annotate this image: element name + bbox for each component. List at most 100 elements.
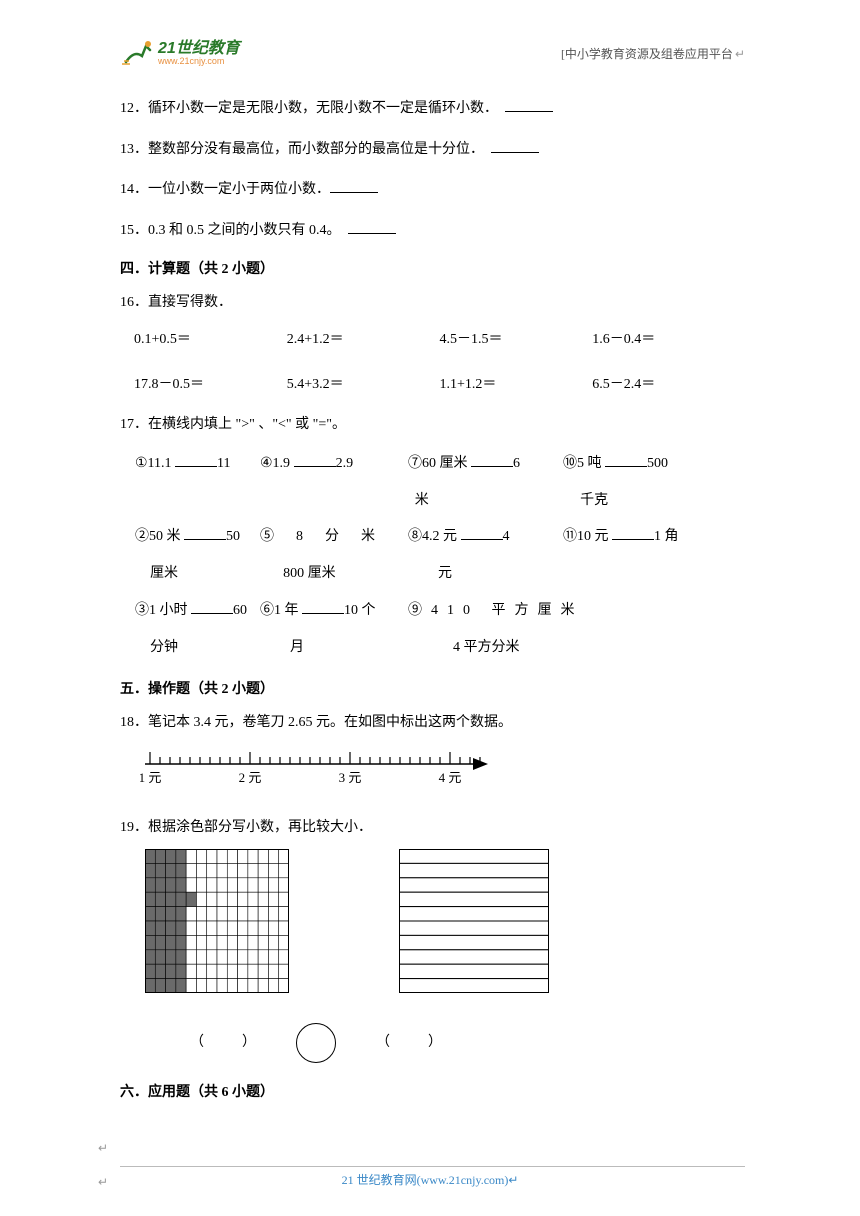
compare-item: ⑤ 8 分 米 <box>260 522 379 553</box>
ten-rows-grid <box>399 849 549 993</box>
q-text: 循环小数一定是无限小数，无限小数不一定是循环小数． <box>148 101 491 116</box>
calc-cell: 1.6－0.4＝ <box>592 327 745 354</box>
compare-item: ④1.9 <box>260 449 290 480</box>
compare-item: ⑦60 厘米 <box>408 449 468 480</box>
question-14: 14．一位小数一定小于两位小数． <box>120 177 745 204</box>
compare-cont: 分钟 <box>150 633 275 664</box>
q-text: 整数部分没有最高位，而小数部分的最高位是十分位． <box>148 142 477 157</box>
question-12: 12．循环小数一定是无限小数，无限小数不一定是循环小数． <box>120 96 745 123</box>
compare-cont: 厘米 <box>150 559 268 590</box>
compare-row-cont: 米 千克 <box>135 486 745 517</box>
compare-tail: 500 <box>647 456 668 471</box>
hundred-grid <box>145 849 289 993</box>
section-5-head: 五．操作题（共 2 小题） <box>120 678 745 698</box>
answer-blank[interactable] <box>175 451 217 466</box>
compare-tail: 10 个 <box>344 603 376 618</box>
answer-blank[interactable] <box>330 178 378 193</box>
compare-tail: 1 角 <box>654 529 679 544</box>
calc-cell: 4.5－1.5＝ <box>440 327 593 354</box>
q-num: 19． <box>120 820 148 835</box>
logo-name: 21世纪教育 <box>158 41 240 57</box>
corner-mark: ↵ <box>98 1141 108 1156</box>
q-text: 笔记本 3.4 元，卷笔刀 2.65 元。在如图中标出这两个数据。 <box>148 715 512 730</box>
q-text: 根据涂色部分写小数，再比较大小． <box>148 820 372 835</box>
calc-cell: 6.5－2.4＝ <box>592 372 745 399</box>
page-footer: 21 世纪教育网(www.21cnjy.com)↵ <box>0 1166 860 1188</box>
compare-tail: 60 <box>233 603 247 618</box>
q-num: 18． <box>120 715 148 730</box>
question-18: 18．笔记本 3.4 元，卷笔刀 2.65 元。在如图中标出这两个数据。 1 元… <box>120 710 745 801</box>
header-right: [中小学教育资源及组卷应用平台 <box>561 45 745 62</box>
calc-cell: 0.1+0.5＝ <box>134 327 287 354</box>
q-text: 0.3 和 0.5 之间的小数只有 0.4。 <box>148 223 334 238</box>
compare-cont: 4 平方分米 <box>453 633 608 664</box>
compare-cont: 米 <box>415 486 565 517</box>
calc-grid: 0.1+0.5＝ 2.4+1.2＝ 4.5－1.5＝ 1.6－0.4＝ 17.8… <box>134 327 745 398</box>
compare-row: ③1 小时 60 ⑥1 年 10 个 ⑨410 平方厘米 <box>135 596 745 627</box>
question-16: 16．直接写得数． 0.1+0.5＝ 2.4+1.2＝ 4.5－1.5＝ 1.6… <box>120 290 745 398</box>
compare-circle[interactable] <box>296 1023 336 1063</box>
q-text: 在横线内填上 ">" 、"<" 或 "="。 <box>148 417 346 432</box>
compare-row: ②50 米 50 ⑤ 8 分 米 ⑧4.2 元 4 ⑪10 元 1 角 <box>135 522 745 553</box>
q-num: 12． <box>120 101 148 116</box>
page: 21世纪教育 www.21cnjy.com [中小学教育资源及组卷应用平台 12… <box>0 0 860 1143</box>
section-4-head: 四．计算题（共 2 小题） <box>120 258 745 278</box>
calc-cell: 2.4+1.2＝ <box>287 327 440 354</box>
q-num: 16． <box>120 295 148 310</box>
compare-cont: 月 <box>290 633 438 664</box>
q-num: 15． <box>120 223 148 238</box>
answer-blank[interactable] <box>505 97 553 112</box>
q-num: 14． <box>120 182 148 197</box>
q-text: 直接写得数． <box>148 295 232 310</box>
question-19: 19．根据涂色部分写小数，再比较大小． （） （） <box>120 815 745 1064</box>
answer-blank[interactable] <box>612 525 654 540</box>
svg-text:2 元: 2 元 <box>239 770 262 785</box>
answer-blank[interactable] <box>191 599 233 614</box>
compare-item: ③1 小时 <box>135 596 188 627</box>
question-17: 17．在横线内填上 ">" 、"<" 或 "="。 ①11.1 11 ④1.9 … <box>120 412 745 663</box>
section-6-head: 六．应用题（共 6 小题） <box>120 1081 745 1101</box>
number-line: 1 元 2 元 3 元 4 元 <box>140 746 745 801</box>
logo-url: www.21cnjy.com <box>158 57 240 66</box>
calc-cell: 1.1+1.2＝ <box>440 372 593 399</box>
page-header: 21世纪教育 www.21cnjy.com [中小学教育资源及组卷应用平台 <box>120 38 745 68</box>
answer-blank[interactable] <box>471 451 513 466</box>
q-text: 一位小数一定小于两位小数． <box>148 182 330 197</box>
q-num: 17． <box>120 417 148 432</box>
compare-cont: 800 厘米 <box>283 559 423 590</box>
compare-item: ⑪10 元 <box>563 522 609 553</box>
svg-text:1 元: 1 元 <box>140 770 161 785</box>
logo-text: 21世纪教育 www.21cnjy.com <box>158 41 240 66</box>
compare-item: ①11.1 <box>135 449 172 480</box>
answer-blank[interactable] <box>348 218 396 233</box>
runner-icon <box>120 38 154 68</box>
answer-blank[interactable] <box>461 525 503 540</box>
compare-item: ⑥1 年 <box>260 596 299 627</box>
footer-text: 21 世纪教育网(www.21cnjy.com)↵ <box>0 1171 860 1188</box>
logo: 21世纪教育 www.21cnjy.com <box>120 38 240 68</box>
svg-text:4 元: 4 元 <box>439 770 462 785</box>
compare-tail: 6 <box>513 456 520 471</box>
paren-blank[interactable]: （） <box>190 1030 256 1057</box>
calc-cell: 17.8－0.5＝ <box>134 372 287 399</box>
compare-row-cont: 分钟 月 4 平方分米 <box>135 633 745 664</box>
compare-tail: 2.9 <box>336 456 354 471</box>
answer-blank[interactable] <box>294 451 336 466</box>
answer-row: （） （） <box>190 1023 745 1063</box>
answer-blank[interactable] <box>491 137 539 152</box>
answer-blank[interactable] <box>302 599 344 614</box>
compare-item: ⑩5 吨 <box>563 449 602 480</box>
compare-item: ⑧4.2 元 <box>408 522 457 553</box>
svg-text:3 元: 3 元 <box>339 770 362 785</box>
compare-item: ②50 米 <box>135 522 181 553</box>
compare-cont: 千克 <box>580 486 745 517</box>
compare-item: ⑨410 平方厘米 <box>408 596 584 627</box>
paren-blank[interactable]: （） <box>376 1030 442 1057</box>
compare-tail: 11 <box>217 456 230 471</box>
calc-cell: 5.4+3.2＝ <box>287 372 440 399</box>
compare-body: ①11.1 11 ④1.9 2.9 ⑦60 厘米 6 ⑩5 吨 500 米 千克… <box>135 449 745 664</box>
compare-tail: 4 <box>503 529 510 544</box>
answer-blank[interactable] <box>184 525 226 540</box>
answer-blank[interactable] <box>605 451 647 466</box>
question-13: 13．整数部分没有最高位，而小数部分的最高位是十分位． <box>120 137 745 164</box>
